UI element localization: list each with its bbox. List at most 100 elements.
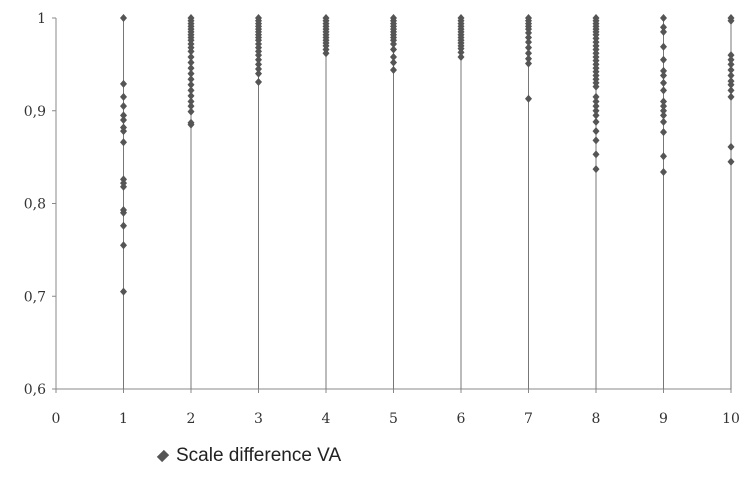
data-point <box>727 92 735 101</box>
x-tick-label: 10 <box>722 411 740 427</box>
data-point <box>120 102 127 111</box>
data-point <box>255 51 262 60</box>
data-point <box>457 48 465 57</box>
data-point <box>120 92 127 101</box>
data-point <box>660 102 667 111</box>
data-point <box>187 107 195 116</box>
data-point <box>187 102 195 111</box>
data-point <box>525 28 532 37</box>
x-tick-label: 8 <box>592 411 601 427</box>
data-point <box>592 97 600 106</box>
x-tick-label: 3 <box>254 411 263 427</box>
legend-label: Scale difference VA <box>176 445 342 466</box>
x-tick-label: 0 <box>52 411 61 427</box>
x-tick-label: 1 <box>119 411 128 427</box>
data-point <box>660 97 667 106</box>
data-point <box>660 66 667 75</box>
data-point <box>120 14 127 22</box>
data-point <box>660 14 667 22</box>
scatter-chart: 0,60,70,80,910 1 2 3 4 5 6 7 8 9 10 <box>24 11 740 427</box>
y-tick-label: 0,8 <box>24 197 46 213</box>
data-point <box>525 43 532 52</box>
data-point <box>255 65 262 74</box>
data-points <box>120 14 735 296</box>
data-point <box>660 55 667 64</box>
data-point <box>727 16 735 25</box>
data-point <box>390 39 397 48</box>
data-point <box>660 167 667 176</box>
data-point <box>187 58 195 67</box>
data-point <box>660 106 667 115</box>
x-tick-label: 5 <box>389 411 398 427</box>
x-tick-label: 9 <box>659 411 668 427</box>
data-point <box>660 27 667 36</box>
data-point <box>390 52 397 61</box>
x-tick-label: 7 <box>524 411 533 427</box>
data-point <box>727 157 735 166</box>
data-point <box>592 165 600 174</box>
data-point <box>525 94 532 103</box>
data-point <box>660 117 667 126</box>
data-point <box>727 51 735 60</box>
data-point <box>592 82 600 91</box>
x-tick-label: 2 <box>187 411 196 427</box>
data-point <box>727 65 735 74</box>
data-point <box>592 102 600 111</box>
data-point <box>390 45 397 54</box>
data-point <box>592 150 600 159</box>
data-point <box>525 54 532 63</box>
y-tick-label: 0,9 <box>24 104 46 120</box>
data-point <box>592 92 600 101</box>
data-point <box>187 75 195 84</box>
y-tick-label: 1 <box>37 11 46 27</box>
data-point <box>120 182 127 191</box>
data-point <box>727 71 735 80</box>
data-point <box>120 241 127 250</box>
data-point <box>187 86 195 95</box>
y-tick-label: 0,6 <box>24 382 46 398</box>
data-point <box>727 142 735 151</box>
tick-labels: 0,60,70,80,910 1 2 3 4 5 6 7 8 9 10 <box>24 11 740 427</box>
data-point <box>592 127 600 136</box>
data-point <box>525 38 532 47</box>
data-point <box>187 47 195 56</box>
data-point <box>660 78 667 87</box>
data-point <box>255 77 262 86</box>
y-tick-label: 0,7 <box>24 289 46 305</box>
data-point <box>660 111 667 120</box>
data-point <box>592 117 600 126</box>
data-point <box>592 106 600 115</box>
data-point <box>187 69 195 78</box>
data-point <box>525 59 532 68</box>
data-point <box>120 127 127 136</box>
data-point <box>322 49 330 58</box>
data-point <box>120 116 127 125</box>
data-point <box>457 52 465 61</box>
data-point <box>660 71 667 80</box>
data-point <box>525 49 532 58</box>
data-point <box>525 33 532 42</box>
data-point <box>187 91 195 100</box>
data-point <box>660 128 667 137</box>
data-point <box>660 23 667 32</box>
legend: Scale difference VA <box>156 445 342 467</box>
data-point <box>660 86 667 95</box>
data-point <box>390 58 397 67</box>
data-point <box>120 79 127 88</box>
data-point <box>187 52 195 61</box>
data-point <box>592 111 600 120</box>
category-stems <box>123 18 732 389</box>
data-point <box>592 136 600 145</box>
data-point <box>255 55 262 64</box>
data-point <box>727 55 735 64</box>
x-tick-label: 6 <box>457 411 466 427</box>
data-point <box>187 64 195 73</box>
data-point <box>120 208 127 217</box>
data-point <box>255 60 262 69</box>
data-point <box>187 97 195 106</box>
data-point <box>660 152 667 161</box>
data-point <box>255 69 262 78</box>
axes <box>52 17 732 393</box>
data-point <box>727 60 735 69</box>
data-point <box>120 221 127 230</box>
